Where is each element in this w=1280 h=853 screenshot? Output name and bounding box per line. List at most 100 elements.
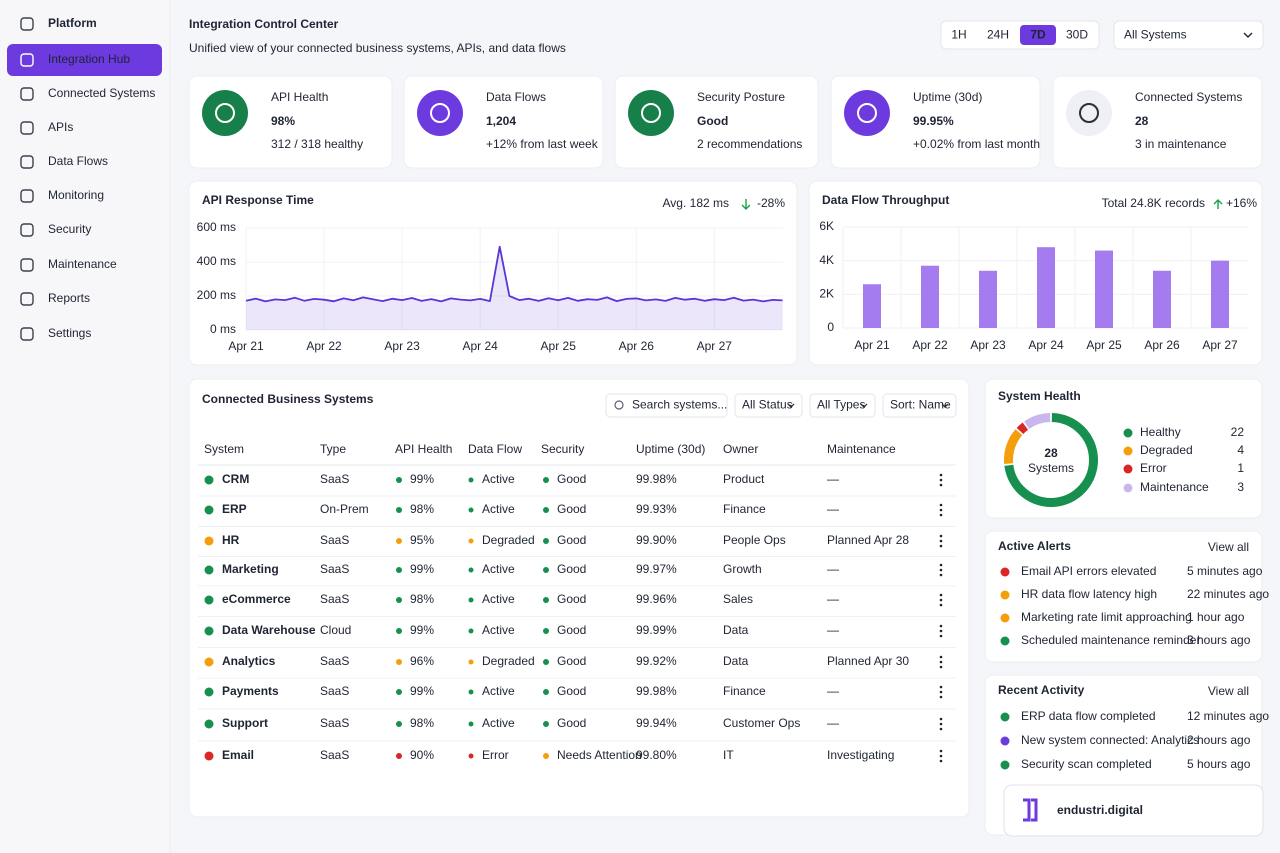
nav-item: Data Flows: [48, 154, 108, 168]
row-menu-dot: [939, 508, 943, 512]
nav-item: Settings: [48, 326, 91, 340]
bar: [1153, 270, 1171, 328]
row-menu-dot: [939, 544, 943, 548]
row-menu-dot: [939, 568, 943, 572]
item-time: 5 minutes ago: [1187, 564, 1263, 578]
api-health: 99%: [410, 623, 434, 637]
panel-title: Recent Activity: [998, 683, 1085, 697]
chevron: [1243, 32, 1253, 38]
system-select[interactable]: [1113, 20, 1264, 50]
row-menu-dot: [939, 478, 943, 482]
filter-label: All Types: [817, 398, 865, 412]
row-menu-dot: [939, 685, 943, 689]
row-menu-dot: [939, 624, 943, 628]
row-menu-dot: [939, 573, 943, 577]
search-box[interactable]: [605, 393, 728, 418]
maintenance: Planned Apr 30: [827, 654, 909, 668]
x-tick-label: Apr 25: [541, 339, 577, 353]
security-dot: [543, 628, 549, 634]
range-button: 1H: [951, 28, 966, 42]
y-tick-label: 4K: [819, 253, 834, 267]
system-name: CRM: [222, 472, 249, 486]
kpi-value: 98%: [271, 114, 295, 128]
filter-label: All Status: [742, 398, 793, 412]
nav-icon: [20, 121, 34, 135]
filter-button[interactable]: [734, 393, 803, 418]
view-all-link[interactable]: View all: [1208, 684, 1249, 698]
system-type: Cloud: [320, 623, 351, 637]
range-button: 30D: [1066, 28, 1088, 42]
kpi-value: 1,204: [486, 114, 516, 128]
table-title: Connected Business Systems: [202, 392, 374, 406]
status-dot: [204, 751, 214, 761]
alerts-card: [984, 530, 1263, 663]
y-tick-label: 0: [827, 320, 834, 334]
legend-value: 22: [1231, 425, 1245, 439]
nav-icon: [20, 87, 34, 101]
nav-item: Monitoring: [48, 188, 104, 202]
api-health: 99%: [410, 684, 434, 698]
api-health: 95%: [410, 533, 434, 547]
item-time: 22 minutes ago: [1187, 587, 1269, 601]
line: [245, 245, 783, 303]
item-dot: [1000, 760, 1010, 770]
system-name: ERP: [222, 502, 247, 516]
api-health: 96%: [410, 654, 434, 668]
kpi-value: 28: [1135, 114, 1149, 128]
chart-title: API Response Time: [202, 193, 314, 207]
row-menu-dot: [939, 754, 943, 758]
system-name: eCommerce: [222, 592, 291, 606]
bar: [921, 265, 939, 328]
flow-dot: [468, 659, 474, 665]
system-type: SaaS: [320, 472, 349, 486]
data-flow: Degraded: [482, 533, 535, 547]
item-time: 5 hours ago: [1187, 757, 1251, 771]
system-type: On-Prem: [320, 502, 369, 516]
kpi-label: Security Posture: [697, 90, 785, 104]
data-flow: Active: [482, 472, 515, 486]
x-tick-label: Apr 22: [912, 338, 948, 352]
row-menu-dot: [939, 629, 943, 633]
filter-button[interactable]: [882, 393, 957, 418]
range-button: 7D: [1030, 28, 1046, 42]
data-flow: Active: [482, 502, 515, 516]
nav-icon: [20, 155, 34, 169]
page-title: Integration Control Center: [189, 17, 339, 31]
y-tick-label: 2K: [819, 287, 834, 301]
row-menu-dot: [939, 665, 943, 669]
maintenance: —: [827, 684, 839, 698]
item-time: 2 hours ago: [1187, 733, 1251, 747]
uptime: 99.90%: [636, 533, 677, 547]
flow-dot: [468, 721, 474, 727]
view-all-link[interactable]: View all: [1208, 540, 1249, 554]
kpi-note: +0.02% from last month: [913, 137, 1040, 151]
search-icon: [614, 400, 624, 410]
badge-logo: [1023, 798, 1038, 822]
kpi-icon: [844, 90, 890, 136]
health-dot: [396, 659, 402, 665]
system-name: Marketing: [222, 562, 279, 576]
row-menu-dot: [939, 717, 943, 721]
system-type: SaaS: [320, 592, 349, 606]
item-text: HR data flow latency high: [1021, 587, 1157, 601]
uptime: 99.94%: [636, 716, 677, 730]
health-dot: [396, 477, 402, 483]
x-tick-label: Apr 24: [1028, 338, 1064, 352]
kpi-label: Data Flows: [486, 90, 546, 104]
row-menu-dot: [939, 513, 943, 517]
filter-button[interactable]: [809, 393, 876, 418]
column-header: Owner: [723, 442, 758, 456]
system-name: Data Warehouse: [222, 623, 316, 637]
range-active: [1020, 25, 1056, 45]
row-menu-dot: [939, 695, 943, 699]
donut-center-label: Systems: [1028, 461, 1074, 475]
x-tick-label: Apr 23: [970, 338, 1006, 352]
status-dot: [204, 505, 214, 515]
api-health: 90%: [410, 748, 434, 762]
legend-value: 1: [1237, 461, 1244, 475]
api-health: 99%: [410, 472, 434, 486]
kpi-value: Good: [697, 114, 728, 128]
health-dot: [396, 597, 402, 603]
